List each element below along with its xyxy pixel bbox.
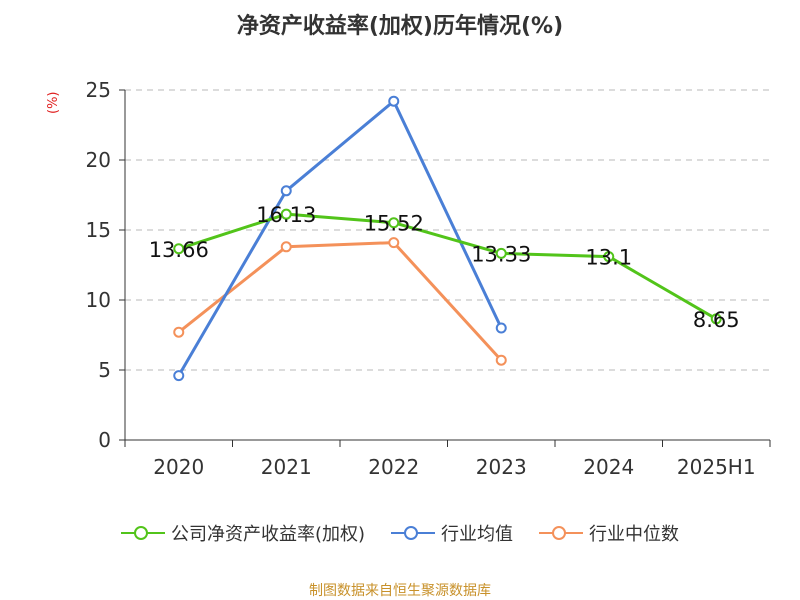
series: [173, 95, 722, 382]
series-1-point-2020: [173, 370, 185, 382]
series-2-point-2023: [495, 354, 507, 366]
x-tick-label-2020: 2020: [153, 455, 204, 479]
y-tick-label-15: 15: [86, 218, 111, 242]
y-tick-label-5: 5: [98, 358, 111, 382]
legend-label-industry-mean: 行业均值: [441, 524, 514, 545]
series-2-point-2021: [280, 241, 292, 253]
series-line-2: [177, 241, 503, 362]
legend-marker-company: [120, 524, 165, 542]
legend-marker-industry-mean: [391, 524, 436, 542]
data-label-2021: 16.13: [256, 203, 316, 227]
series-0-point-2024: [603, 251, 615, 263]
legend-label-company: 公司净资产收益率(加权): [170, 524, 366, 545]
x-tick-label-2023: 2023: [476, 455, 527, 479]
series-0-point-2020: [173, 243, 185, 255]
gridlines: [125, 89, 770, 371]
legend-item-industry-mean[interactable]: 行业均值: [391, 520, 513, 546]
series-line-1: [177, 99, 503, 377]
series-2-point-2020: [173, 326, 185, 338]
y-tick-label-20: 20: [86, 148, 111, 172]
y-tick-label-10: 10: [86, 288, 111, 312]
legend-label-industry-median: 行业中位数: [589, 524, 680, 545]
x-tick-label-2022: 2022: [368, 455, 419, 479]
data-label-2022: 15.52: [364, 212, 424, 236]
y-tick-label-25: 25: [86, 78, 111, 102]
legend-item-company[interactable]: 公司净资产收益率(加权): [120, 520, 366, 546]
series-1-point-2022: [388, 95, 400, 107]
x-tick-label-2025H1: 2025H1: [677, 455, 756, 479]
legend: 公司净资产收益率(加权) 行业均值 行业中位数: [0, 520, 800, 546]
series-line-0: [178, 212, 718, 321]
series-0-point-2023: [495, 247, 507, 259]
data-label-2024: 13.1: [585, 246, 632, 270]
series-0-point-2022: [388, 217, 400, 229]
x-tick-label-2024: 2024: [583, 455, 634, 479]
data-source-note: 制图数据来自恒生聚源数据库: [309, 583, 491, 599]
series-1-point-2023: [495, 322, 507, 334]
data-labels: 13.66 16.13 15.52 13.33 13.1 8.65: [149, 203, 740, 332]
series-0-point-2025H1: [710, 313, 722, 325]
series-2-point-2022: [388, 237, 400, 249]
y-tick-label-0: 0: [98, 428, 111, 452]
chart-title: 净资产收益率(加权)历年情况(%): [236, 14, 564, 39]
data-label-2023: 13.33: [471, 242, 531, 266]
legend-marker-industry-median: [539, 524, 584, 542]
x-tick-label-2021: 2021: [261, 455, 312, 479]
series-0-point-2021: [280, 208, 292, 220]
axes: 0 5 10 15 20 25 2020 2021 2022 2023 2024 2025H1: [86, 78, 771, 479]
data-label-2020: 13.66: [149, 238, 209, 262]
data-label-2025H1: 8.65: [693, 308, 740, 332]
legend-item-industry-median[interactable]: 行业中位数: [539, 520, 679, 546]
series-1-point-2021: [280, 185, 292, 197]
